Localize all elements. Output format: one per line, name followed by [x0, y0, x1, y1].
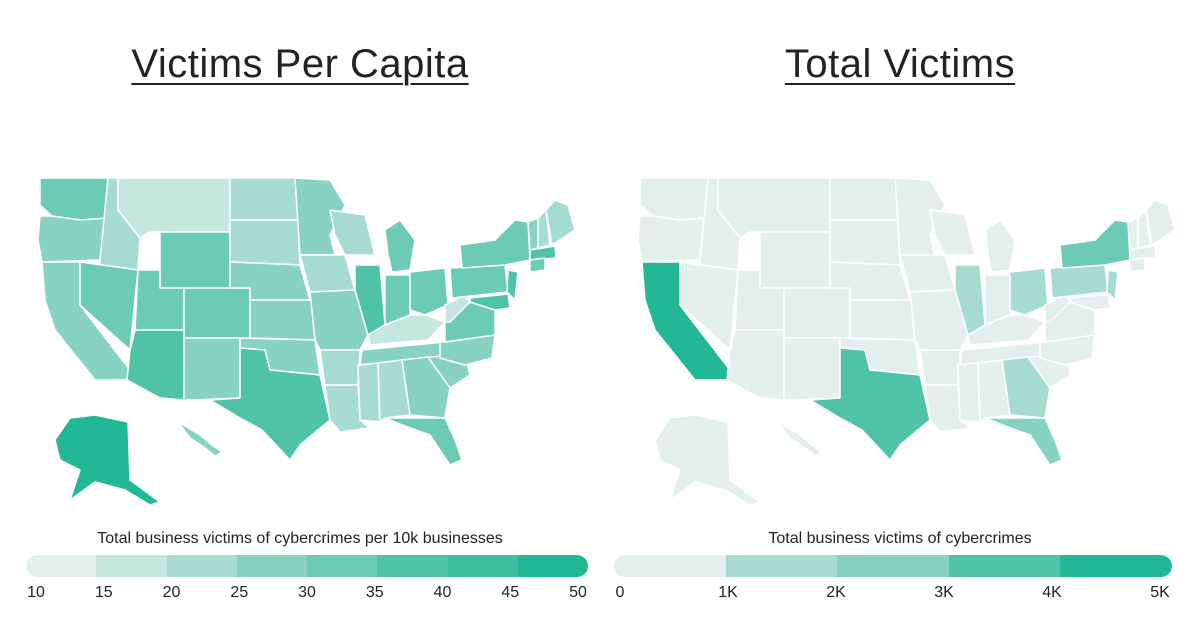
state-hawaii [777, 421, 823, 457]
state-new-mexico [183, 337, 241, 401]
us-map-total [637, 177, 1176, 506]
state-hawaii [177, 421, 223, 457]
state-montana [117, 177, 231, 239]
legend-swatch [948, 555, 1061, 577]
panel-title: Victims Per Capita [131, 42, 469, 86]
state-new-jersey [1106, 269, 1119, 301]
legend-tick-label: 10 [27, 584, 45, 601]
legend-swatch [236, 555, 307, 577]
state-colorado [783, 287, 851, 339]
state-south-dakota [229, 219, 301, 266]
panel-title: Total Victims [784, 42, 1016, 86]
legend-tick-label: 40 [433, 584, 452, 601]
legend-tick-label: 25 [230, 584, 249, 601]
legend-tick-label: 50 [569, 584, 587, 601]
state-wyoming [759, 231, 831, 289]
victims-per-capita-panel: Victims Per Capita [26, 42, 588, 601]
state-maryland [1069, 293, 1111, 311]
state-maryland [469, 293, 511, 311]
state-texas [809, 347, 931, 461]
legend-tick-label: 20 [162, 584, 181, 601]
legend-tick-label: 35 [365, 584, 384, 601]
state-michigan [384, 219, 416, 273]
state-mississippi [357, 362, 381, 423]
legend-tick-label: 3K [934, 584, 954, 601]
legend-caption: Total business victims of cybercrimes pe… [97, 530, 503, 547]
state-new-york [1059, 219, 1131, 269]
state-wyoming [159, 231, 231, 289]
state-pennsylvania [1049, 264, 1109, 299]
state-maine [1145, 199, 1176, 246]
legend-tick-label: 5K [1150, 584, 1170, 601]
legend-swatch [837, 555, 949, 577]
legend-swatch [166, 555, 237, 577]
state-vermont [527, 217, 539, 251]
legend-tick-label: 4K [1042, 584, 1062, 601]
state-kentucky [367, 314, 446, 346]
state-washington [39, 177, 109, 221]
state-oregon [637, 215, 709, 263]
legend-caption: Total business victims of cybercrimes [768, 530, 1032, 547]
state-arkansas [319, 349, 361, 386]
state-massachusetts [529, 245, 557, 261]
legend-tick-label: 1K [718, 584, 738, 601]
state-iowa [899, 254, 956, 293]
state-alabama [977, 359, 1011, 423]
state-connecticut [1129, 257, 1146, 273]
state-oregon [37, 215, 109, 263]
state-ohio [1009, 267, 1049, 316]
legend-swatch [447, 555, 518, 577]
state-kentucky [967, 314, 1046, 346]
state-florida [384, 417, 463, 466]
state-pennsylvania [449, 264, 509, 299]
legend-swatch [614, 555, 726, 577]
state-michigan [984, 219, 1016, 273]
state-arizona [126, 329, 185, 401]
state-wisconsin [929, 209, 976, 256]
state-montana [717, 177, 831, 239]
state-kansas [249, 299, 316, 341]
legend-swatch [725, 555, 838, 577]
state-washington [639, 177, 709, 221]
state-ohio [409, 267, 449, 316]
state-north-dakota [829, 177, 899, 221]
legend-tick-label: 2K [826, 584, 846, 601]
state-south-dakota [829, 219, 901, 266]
legend-color-bar [26, 555, 588, 577]
state-massachusetts [1129, 245, 1157, 261]
state-kansas [849, 299, 916, 341]
state-alaska [654, 414, 761, 506]
legend-swatch [307, 555, 378, 577]
state-arkansas [919, 349, 961, 386]
legend-tick-label: 15 [94, 584, 113, 601]
legend-swatch [1060, 555, 1172, 577]
state-mississippi [957, 362, 981, 423]
legend-tick-label: 45 [501, 584, 520, 601]
legend-color-bar [614, 555, 1172, 577]
state-texas [209, 347, 331, 461]
legend-swatch [517, 555, 588, 577]
state-wisconsin [329, 209, 376, 256]
total-victims-panel: Total Victims [600, 0, 1200, 621]
state-maine [545, 199, 576, 246]
state-iowa [299, 254, 356, 293]
legend-swatch [377, 555, 448, 577]
state-florida [984, 417, 1063, 466]
state-alabama [377, 359, 411, 423]
legend-tick-label: 30 [298, 584, 316, 601]
state-vermont [1127, 217, 1139, 251]
state-connecticut [529, 257, 546, 273]
state-colorado [183, 287, 251, 339]
us-map-per-capita [37, 177, 576, 506]
state-arizona [726, 329, 785, 401]
state-north-dakota [229, 177, 299, 221]
state-new-york [459, 219, 531, 269]
legend-swatch [96, 555, 167, 577]
legend-tick-label: 0 [615, 584, 625, 601]
legend-swatch [26, 555, 97, 577]
state-alaska [54, 414, 161, 506]
state-new-mexico [783, 337, 841, 401]
state-new-jersey [506, 269, 519, 301]
